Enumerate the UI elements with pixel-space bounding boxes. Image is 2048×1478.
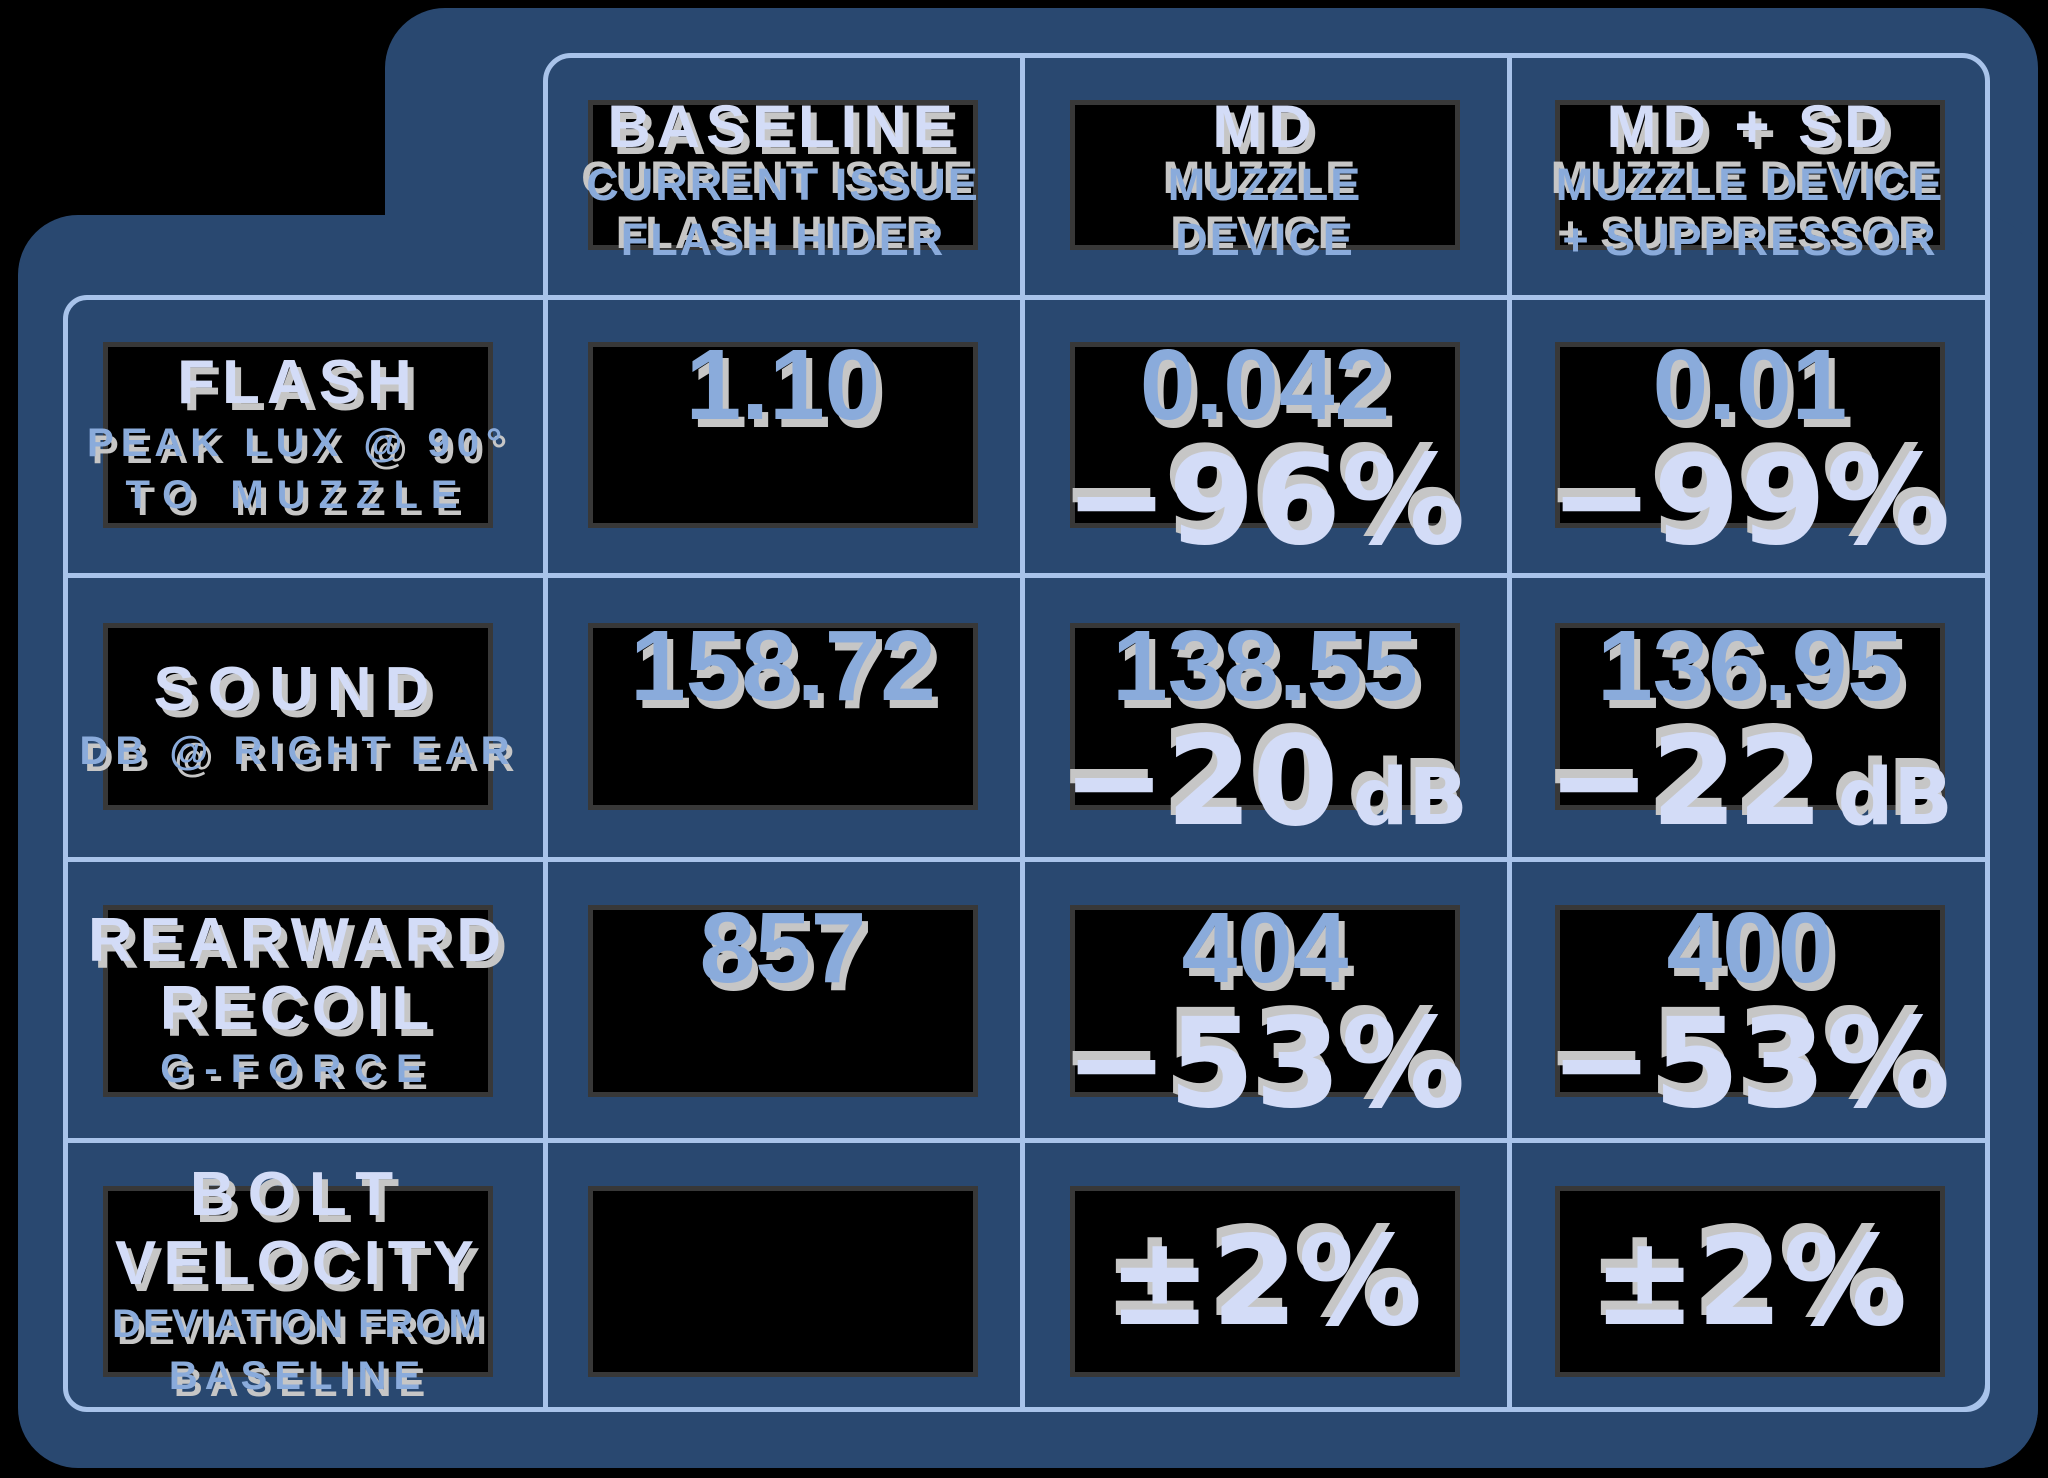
cell-value: 1.10: [685, 329, 881, 441]
cell-sound-md-sd: 136.95 −22 dB: [1547, 616, 1953, 844]
header-subtitle: + SUPPRESSOR: [1562, 213, 1938, 265]
header-title: MD: [1212, 93, 1318, 160]
cell-delta: −20 dB: [1062, 720, 1468, 844]
cell-bolt-md-sd: ±2%: [1555, 1186, 1945, 1377]
cell-recoil-md-sd: 400 −53%: [1550, 898, 1951, 1126]
cell-value: 0.01: [1652, 329, 1848, 441]
delta-text: −53%: [1549, 992, 1951, 1136]
cell-bolt-baseline: [588, 1186, 978, 1377]
row-label-title: FLASH: [177, 347, 419, 417]
cell-delta: −96%: [1065, 439, 1466, 563]
cell-delta: ±2%: [1108, 1220, 1422, 1344]
row-label-title: RECOIL: [159, 974, 437, 1043]
header-subtitle: MUZZLE DEVICE: [1555, 159, 1945, 210]
grid-line-vertical-1: [1020, 53, 1025, 1412]
row-label-subtitle: TO MUZZLE: [125, 473, 471, 518]
cell-sound-baseline: 158.72: [588, 616, 978, 810]
cell-delta: −53%: [1550, 1002, 1951, 1126]
delta-text: −22: [1547, 710, 1824, 854]
cell-recoil-md: 404 −53%: [1065, 898, 1466, 1126]
cell-flash-md: 0.042 −96%: [1065, 335, 1466, 563]
row-label-recoil: REARWARD RECOIL G-FORCE: [88, 905, 501, 1097]
row-label-subtitle: BASELINE: [168, 1353, 428, 1398]
row-label-bolt: BOLT VELOCITY DEVIATION FROM BASELINE: [103, 1161, 493, 1398]
header-cell-md: MD MUZZLE DEVICE: [1070, 95, 1460, 265]
delta-text: −99%: [1549, 429, 1951, 573]
delta-text: −20: [1062, 710, 1339, 854]
cell-value: 404: [1181, 892, 1349, 1004]
cell-delta: ±2%: [1593, 1220, 1907, 1344]
row-label-title: REARWARD: [88, 905, 508, 975]
cell-sound-md: 138.55 −20 dB: [1062, 616, 1468, 844]
header-subtitle: DEVICE: [1175, 213, 1355, 265]
cell-value: 136.95: [1597, 610, 1903, 722]
grid-line-horizontal-3: [63, 1138, 1990, 1143]
row-label-subtitle: DB @ RIGHT EAR: [79, 728, 517, 773]
cell-flash-md-sd: 0.01 −99%: [1550, 335, 1951, 563]
header-title: MD + SD: [1606, 93, 1894, 160]
cell-value: 857: [699, 892, 867, 1004]
cell-delta: −53%: [1065, 1002, 1466, 1126]
header-subtitle: MUZZLE: [1167, 159, 1363, 210]
cell-recoil-baseline: 857: [588, 898, 978, 1097]
header-cell-baseline: BASELINE CURRENT ISSUE FLASH HIDER: [586, 95, 980, 265]
cell-value: 158.72: [630, 610, 936, 722]
header-subtitle: FLASH HIDER: [620, 213, 946, 265]
cell-delta: −99%: [1550, 439, 1951, 563]
grid-line-vertical-2: [1507, 53, 1512, 1412]
row-label-subtitle: DEVIATION FROM: [112, 1301, 484, 1346]
delta-unit: dB: [1837, 753, 1953, 843]
delta-unit: dB: [1352, 753, 1468, 843]
row-label-title: SOUND: [153, 655, 443, 725]
delta-text: ±2%: [1592, 1209, 1908, 1354]
delta-text: −53%: [1064, 992, 1466, 1136]
row-label-flash: FLASH PEAK LUX @ 90° TO MUZZLE: [87, 342, 502, 528]
grid-line-horizontal-2: [63, 857, 1990, 862]
cell-value: 0.042: [1139, 329, 1391, 441]
grid-line-horizontal-1: [63, 573, 1990, 578]
delta-text: −96%: [1064, 429, 1466, 573]
delta-text: ±2%: [1107, 1209, 1423, 1354]
inner-border-body-region: [63, 295, 1990, 1412]
row-label-sound: SOUND DB @ RIGHT EAR: [80, 623, 510, 810]
header-title: BASELINE: [607, 93, 959, 160]
row-label-title: BOLT: [189, 1160, 407, 1230]
header-subtitle: CURRENT ISSUE: [586, 159, 980, 210]
row-label-subtitle: G-FORCE: [160, 1047, 436, 1092]
cell-delta: −22 dB: [1547, 720, 1953, 844]
cell-bolt-md: ±2%: [1070, 1186, 1460, 1377]
cell-value: 138.55: [1112, 610, 1418, 722]
row-label-title: VELOCITY: [114, 1228, 482, 1298]
header-cell-md-sd: MD + SD MUZZLE DEVICE + SUPPRESSOR: [1555, 95, 1945, 265]
cell-value: 400: [1666, 892, 1834, 1004]
row-label-subtitle: PEAK LUX @ 90°: [87, 421, 509, 466]
cell-flash-baseline: 1.10: [588, 335, 978, 528]
